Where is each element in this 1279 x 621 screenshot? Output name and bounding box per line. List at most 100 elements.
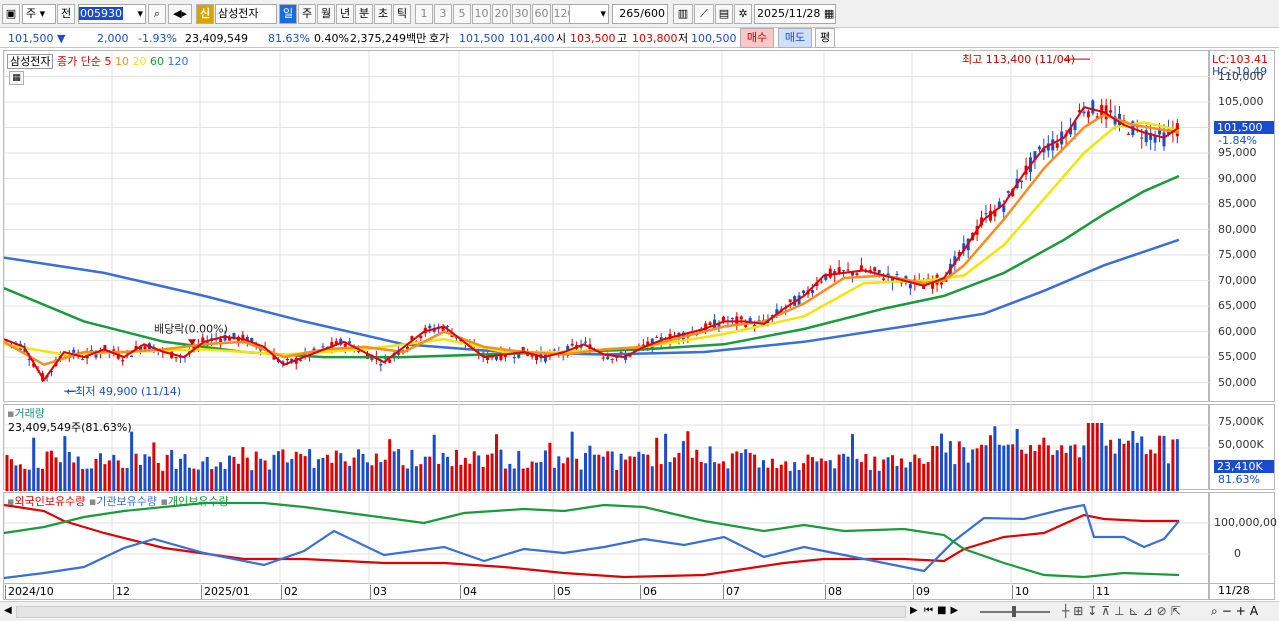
zoom-tools[interactable]: ⌕−+A — [1211, 604, 1263, 618]
volume-bar — [619, 453, 623, 491]
interval-button-5[interactable]: 5 — [453, 4, 471, 24]
volume-chart[interactable] — [4, 405, 1210, 491]
candle — [757, 320, 761, 322]
volume-bar — [365, 462, 369, 491]
ma10-line — [4, 113, 1180, 367]
horizontal-scrollbar[interactable] — [16, 606, 906, 618]
candle — [32, 363, 36, 367]
stock-name: 삼성전자 — [215, 4, 277, 24]
volume-bar — [868, 469, 872, 491]
price-legend: 삼성전자 종가 단순 5 10 20 60 120 — [7, 53, 188, 69]
volume-bar — [628, 456, 632, 491]
volume-bar — [165, 454, 169, 491]
volume-bar — [90, 468, 94, 491]
interval-button-1[interactable]: 1 — [415, 4, 433, 24]
volume-bar — [548, 442, 552, 491]
volume-bar — [1153, 453, 1157, 491]
volume-bar — [192, 468, 196, 491]
period-tab-4[interactable]: 분 — [355, 4, 373, 24]
candle — [997, 201, 1001, 209]
stock-code-input[interactable]: 005930 ▾ — [78, 4, 146, 24]
interval-button-3[interactable]: 3 — [434, 4, 452, 24]
volume-bar — [721, 461, 725, 491]
search-icon[interactable]: ⌕ — [148, 4, 166, 24]
candle — [570, 343, 574, 346]
volume-bar — [268, 469, 272, 491]
drawing-tools[interactable]: ┼⊞↧⊼⊥⊾⊿⊘⇱ — [1062, 604, 1185, 618]
candle — [343, 343, 347, 348]
prev-button[interactable]: 전 — [57, 4, 75, 24]
volume-bar — [450, 466, 454, 491]
volume-bar — [1171, 439, 1175, 491]
zoom-slider-thumb[interactable] — [1012, 606, 1016, 617]
draw-tool-icon[interactable]: ⟋ — [694, 4, 714, 24]
candle — [388, 359, 392, 363]
holding-chart[interactable] — [4, 493, 1210, 585]
dividend-marker — [188, 339, 196, 346]
scroll-left-icon[interactable]: ◀ — [4, 605, 12, 616]
volume-bar — [303, 456, 307, 491]
window-menu-icon[interactable]: ▣ — [2, 4, 20, 24]
volume-bar — [143, 454, 147, 491]
volume-bar — [321, 457, 325, 491]
table-icon[interactable]: ▦ — [9, 71, 24, 85]
interval-button-60[interactable]: 60 — [532, 4, 551, 24]
volume-bar — [308, 449, 312, 491]
playback-controls[interactable]: ⏮■▶ — [924, 605, 963, 616]
scroll-right-icon[interactable]: ▶ — [910, 605, 918, 616]
save-icon[interactable]: ▤ — [715, 4, 733, 24]
volume-bar — [980, 444, 984, 491]
candle — [988, 210, 992, 221]
current-rate-tag: -1.84% — [1218, 134, 1257, 147]
interval-button-30[interactable]: 30 — [512, 4, 531, 24]
period-tab-1[interactable]: 주 — [298, 4, 316, 24]
period-tab-5[interactable]: 초 — [374, 4, 392, 24]
calendar-icon[interactable]: ▦ — [823, 7, 835, 20]
volume-bar — [423, 456, 427, 491]
volume-bar — [236, 463, 240, 491]
volume-bar — [543, 450, 547, 491]
period-tab-0[interactable]: 일 — [279, 4, 297, 24]
market-select[interactable]: 주 ▾ — [22, 4, 56, 24]
candle — [339, 338, 343, 345]
period-tab-2[interactable]: 월 — [317, 4, 335, 24]
period-tab-3[interactable]: 년 — [336, 4, 354, 24]
volume-bar — [361, 453, 365, 491]
speaker-icon[interactable]: ◀▸ — [168, 4, 192, 24]
candle — [81, 359, 85, 361]
interval-button-20[interactable]: 20 — [492, 4, 511, 24]
sell-button[interactable]: 매도 — [778, 28, 812, 48]
candle — [993, 209, 997, 217]
volume-bar — [1162, 435, 1166, 491]
candle — [753, 325, 757, 327]
bar-count-field[interactable]: 265/600 — [612, 4, 668, 24]
holding-panel[interactable]: ▪외국인보유수량 ▪기관보유수량 ▪개인보유수량 — [3, 492, 1210, 585]
volume-bar — [205, 456, 209, 491]
open-label: 시 — [556, 32, 567, 45]
candle — [1162, 132, 1166, 147]
volume-bar — [23, 468, 27, 491]
price-tick: 50,000 — [1218, 375, 1257, 389]
bar-count: 265 — [619, 7, 641, 20]
eval-button[interactable]: 평 — [815, 28, 835, 48]
buy-button[interactable]: 매수 — [740, 28, 774, 48]
price-value: 101,500 — [8, 32, 54, 45]
price-tick: 80,000 — [1218, 222, 1257, 236]
date-input[interactable]: 2025/11/28 ▦ — [754, 4, 836, 24]
candle — [134, 345, 138, 350]
volume-bar — [228, 455, 231, 491]
period-tab-6[interactable]: 틱 — [393, 4, 411, 24]
candle-type-icon[interactable]: ▥ — [673, 4, 693, 24]
volume-panel[interactable]: ▪거래량 23,409,549주(81.63%) — [3, 404, 1210, 491]
price-panel[interactable]: 최고 113,400 (11/04) ←최저 49,900 (11/14) 배당락(… — [3, 50, 1210, 403]
volume-bar — [877, 470, 881, 491]
volume-bar — [953, 464, 957, 491]
volume-bar — [477, 455, 481, 491]
interval-input[interactable]: ▾ — [569, 4, 609, 24]
ma-legend-10: 10 — [111, 55, 129, 68]
volume-bar — [1095, 423, 1099, 491]
settings-icon[interactable]: ✲ — [734, 4, 752, 24]
price-chart[interactable]: 최고 113,400 (11/04) ←최저 49,900 (11/14) 배당락(… — [4, 51, 1210, 403]
candle — [512, 356, 516, 359]
interval-button-10[interactable]: 10 — [472, 4, 491, 24]
